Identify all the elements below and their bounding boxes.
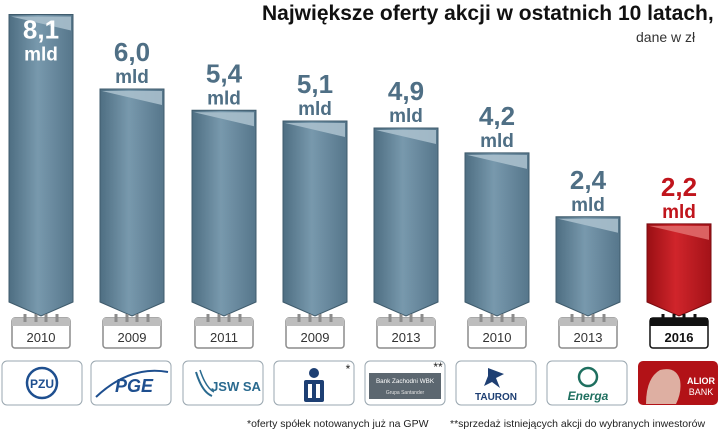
calendar-icon-1: 2010: [11, 314, 71, 349]
value-label-7: 2,4: [570, 165, 607, 195]
pge-logo: PGE: [90, 360, 172, 406]
bar-7: [555, 216, 621, 317]
value-label-5: 4,9: [388, 76, 424, 106]
chart-subtitle: dane w zł: [636, 29, 696, 45]
svg-text:PZU: PZU: [30, 377, 54, 391]
unit-label-2: mld: [115, 67, 149, 88]
unit-label-6: mld: [480, 131, 514, 152]
logo-row: PZU PGE JSW SA * Bank Zachodni W: [1, 360, 718, 406]
svg-text:*: *: [346, 362, 351, 376]
value-label-6: 4,2: [479, 101, 515, 131]
bar-6: [464, 152, 530, 317]
chart-title: Największe oferty akcji w ostatnich 10 l…: [262, 2, 714, 25]
unit-label-5: mld: [389, 106, 423, 127]
tauron-logo: TAURON: [455, 360, 537, 406]
bar-facet-3: [194, 112, 254, 127]
year-label-1: 2010: [27, 330, 56, 345]
value-label-8: 2,2: [661, 172, 697, 202]
bar-facet-6: [467, 154, 527, 169]
svg-text:JSW SA: JSW SA: [211, 379, 261, 394]
bzwbk-logo: Bank Zachodni WBK Grupa Santander **: [364, 360, 446, 406]
bar-facet-1: [11, 16, 71, 31]
svg-text:TAURON: TAURON: [475, 392, 517, 403]
value-label-2: 6,0: [114, 37, 150, 67]
year-label-2: 2009: [118, 330, 147, 345]
pzu-logo: PZU: [1, 360, 83, 406]
value-label-3: 5,4: [206, 58, 243, 88]
calendar-icon-6: 2010: [467, 314, 527, 349]
jsw-logo: JSW SA: [182, 360, 264, 406]
bar-3: [191, 109, 257, 317]
bar-1: [8, 13, 74, 317]
calendar-icon-2: 2009: [102, 314, 162, 349]
unit-label-3: mld: [207, 88, 241, 109]
bar-facet-8: [649, 225, 709, 240]
svg-text:BANK: BANK: [689, 387, 714, 397]
alior-logo: ALIOR BANK: [638, 361, 718, 405]
calendar-icon-7: 2013: [558, 314, 618, 349]
bar-2: [99, 88, 165, 317]
calendar-icon-8: 2016: [649, 314, 709, 349]
value-label-4: 5,1: [297, 69, 333, 99]
svg-text:Grupa Santander: Grupa Santander: [386, 390, 425, 396]
bar-facet-5: [376, 130, 436, 145]
svg-text:PGE: PGE: [115, 376, 154, 396]
footnote-2: **sprzedaż istniejących akcji do wybrany…: [450, 418, 705, 430]
unit-label-8: mld: [662, 202, 696, 223]
energa-logo: Energa: [546, 360, 628, 406]
calendar-icon-4: 2009: [285, 314, 345, 349]
unit-label-4: mld: [298, 99, 332, 120]
calendar-icon-5: 2013: [376, 314, 436, 349]
svg-text:ALIOR: ALIOR: [687, 376, 715, 386]
year-label-8: 2016: [665, 330, 694, 345]
unit-label-1: mld: [24, 44, 58, 65]
calendar-icon-3: 2011: [194, 314, 254, 349]
bar-facet-4: [285, 122, 345, 137]
bars-group: [8, 13, 712, 317]
year-label-7: 2013: [574, 330, 603, 345]
year-label-3: 2011: [210, 330, 238, 345]
year-label-5: 2013: [392, 330, 421, 345]
svg-text:**: **: [433, 360, 443, 374]
footnote-1: *oferty spółek notowanych już na GPW: [247, 418, 429, 430]
pko-logo: *: [273, 360, 355, 406]
bar-4: [282, 120, 348, 317]
year-label-6: 2010: [483, 330, 512, 345]
year-label-4: 2009: [301, 330, 330, 345]
svg-text:Bank Zachodni WBK: Bank Zachodni WBK: [376, 378, 435, 385]
calendars-group: 2010 2009 2011 2009 2013 2010 2013 2016: [11, 314, 709, 349]
bar-5: [373, 127, 439, 317]
svg-text:Energa: Energa: [568, 389, 609, 403]
unit-label-7: mld: [571, 195, 605, 216]
value-label-1: 8,1: [23, 14, 59, 44]
bar-facet-7: [558, 218, 618, 233]
bar-facet-2: [102, 91, 162, 105]
bar-8: [646, 223, 712, 317]
